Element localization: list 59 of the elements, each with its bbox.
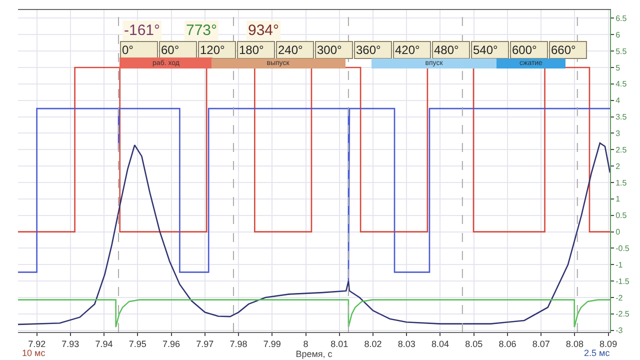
annotation: 540° bbox=[473, 43, 498, 57]
annotation: 300° bbox=[317, 43, 342, 57]
annotation: 120° bbox=[200, 43, 226, 57]
y-tick-label: 3.5 bbox=[616, 112, 628, 122]
annotation: 360° bbox=[356, 43, 382, 57]
y-tick-label: -1.5 bbox=[616, 276, 630, 286]
annotation: 60° bbox=[161, 43, 180, 57]
y-tick-label: 3 bbox=[616, 129, 621, 138]
annotation: 240° bbox=[278, 43, 304, 57]
x-tick-label: 7.94 bbox=[95, 338, 113, 349]
annotation: 660° bbox=[551, 43, 576, 57]
y-tick-label: -2 bbox=[616, 293, 624, 302]
x-tick-label: 8.09 bbox=[600, 338, 618, 349]
y-tick-label: 4 bbox=[616, 96, 621, 106]
y-tick-label: 5.5 bbox=[616, 46, 628, 56]
y-tick-label: 0.5 bbox=[616, 211, 628, 220]
x-tick-label: 8.06 bbox=[498, 338, 516, 349]
y-tick-label: 1.5 bbox=[616, 178, 628, 188]
annotation: 600° bbox=[512, 43, 538, 57]
annotation: 773° bbox=[186, 22, 218, 39]
x-tick-label: 8 bbox=[303, 338, 308, 349]
x-tick-label: 7.96 bbox=[162, 338, 180, 349]
line-series bbox=[18, 108, 610, 282]
x-tick-label: 8.02 bbox=[364, 338, 382, 349]
x-tick-label: 7.99 bbox=[263, 338, 281, 349]
x-tick-label: 7.95 bbox=[128, 338, 146, 349]
text: 10 мс bbox=[22, 348, 46, 358]
x-tick-label: 7.92 bbox=[28, 338, 46, 349]
line-series bbox=[18, 142, 610, 326]
y-tick-label: -3 bbox=[616, 326, 624, 336]
x-tick-label: 8.01 bbox=[330, 338, 348, 349]
y-tick-label: -2.5 bbox=[616, 310, 630, 319]
x-axis-title: Время, с bbox=[296, 348, 333, 359]
x-tick-label: 7.93 bbox=[62, 338, 80, 349]
annotation: 934° bbox=[248, 22, 280, 39]
x-tick-label: 8.07 bbox=[532, 338, 550, 349]
y-tick-label: 2.5 bbox=[616, 145, 628, 154]
y-tick-label: -0.5 bbox=[616, 244, 630, 254]
y-tick-label: 0 bbox=[616, 228, 621, 237]
x-tick-label: 8.05 bbox=[465, 338, 483, 349]
x-tick-label: 7.98 bbox=[230, 338, 248, 349]
text: 2.5 мс bbox=[584, 348, 610, 358]
y-tick-label: 4.5 bbox=[616, 80, 628, 89]
y-tick-label: 1 bbox=[616, 194, 621, 204]
y-tick-label: -1 bbox=[616, 260, 624, 270]
x-tick-label: 8.04 bbox=[431, 338, 449, 349]
y-tick-label: 2 bbox=[616, 162, 621, 171]
annotation: -161° bbox=[124, 22, 160, 39]
x-tick-label: 8.08 bbox=[566, 338, 584, 349]
annotation: 420° bbox=[395, 43, 420, 57]
x-tick-label: 7.97 bbox=[196, 338, 214, 349]
x-tick-label: 8.03 bbox=[398, 338, 416, 349]
y-tick-label: 5 bbox=[616, 63, 621, 72]
annotation: 0° bbox=[122, 43, 134, 57]
y-tick-label: 6 bbox=[616, 30, 621, 40]
annotation: 480° bbox=[434, 43, 460, 57]
line-series bbox=[18, 299, 610, 328]
annotation: 180° bbox=[239, 43, 264, 57]
y-tick-label: 6.5 bbox=[616, 14, 628, 24]
